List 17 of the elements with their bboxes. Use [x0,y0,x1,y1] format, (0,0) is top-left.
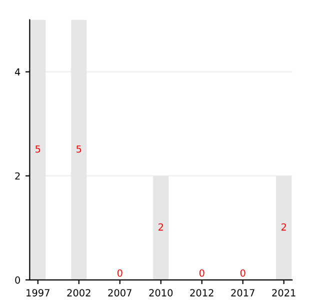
x-tick-label: 2002 [67,289,90,296]
data-label: 5 [76,145,82,153]
data-label: 0 [240,269,246,277]
data-label: 2 [281,223,286,231]
x-tick-label: 2007 [108,289,132,296]
data-label: 2 [158,223,163,231]
data-label: 0 [117,269,122,277]
data-label: 5 [36,145,40,153]
x-tick-label: 2021 [272,289,296,296]
x-tick-label: 2017 [231,289,254,296]
x-tick-label: 1997 [26,289,50,296]
y-tick-label: 2 [15,172,20,180]
x-tick-label: 2012 [190,289,214,296]
data-label: 0 [199,269,204,277]
y-tick-label: 0 [15,276,20,284]
x-tick-label: 2010 [149,289,173,296]
y-tick-label: 4 [14,68,20,76]
